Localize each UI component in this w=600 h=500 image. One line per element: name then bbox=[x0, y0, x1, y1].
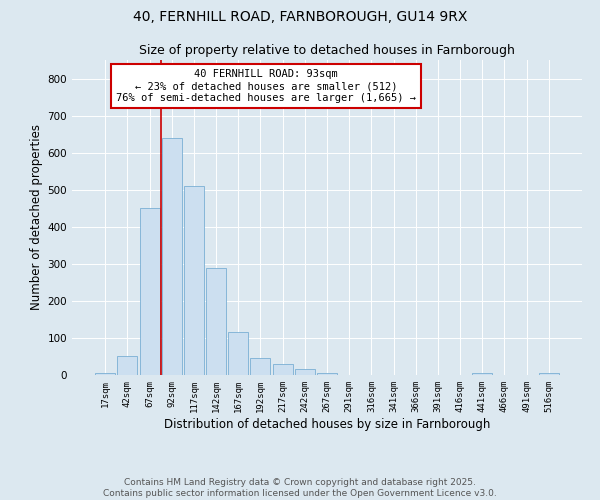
Bar bbox=[184, 186, 204, 375]
X-axis label: Distribution of detached houses by size in Farnborough: Distribution of detached houses by size … bbox=[164, 418, 490, 430]
Title: Size of property relative to detached houses in Farnborough: Size of property relative to detached ho… bbox=[139, 44, 515, 58]
Bar bbox=[295, 370, 315, 375]
Text: 40, FERNHILL ROAD, FARNBOROUGH, GU14 9RX: 40, FERNHILL ROAD, FARNBOROUGH, GU14 9RX bbox=[133, 10, 467, 24]
Text: 40 FERNHILL ROAD: 93sqm
← 23% of detached houses are smaller (512)
76% of semi-d: 40 FERNHILL ROAD: 93sqm ← 23% of detache… bbox=[116, 70, 416, 102]
Bar bbox=[472, 373, 492, 375]
Bar bbox=[206, 268, 226, 375]
Bar bbox=[272, 364, 293, 375]
Bar bbox=[228, 332, 248, 375]
Y-axis label: Number of detached properties: Number of detached properties bbox=[31, 124, 43, 310]
Bar bbox=[162, 138, 182, 375]
Bar bbox=[317, 373, 337, 375]
Bar bbox=[140, 208, 160, 375]
Bar bbox=[539, 373, 559, 375]
Bar bbox=[118, 356, 137, 375]
Bar bbox=[250, 358, 271, 375]
Text: Contains HM Land Registry data © Crown copyright and database right 2025.
Contai: Contains HM Land Registry data © Crown c… bbox=[103, 478, 497, 498]
Bar bbox=[95, 373, 115, 375]
